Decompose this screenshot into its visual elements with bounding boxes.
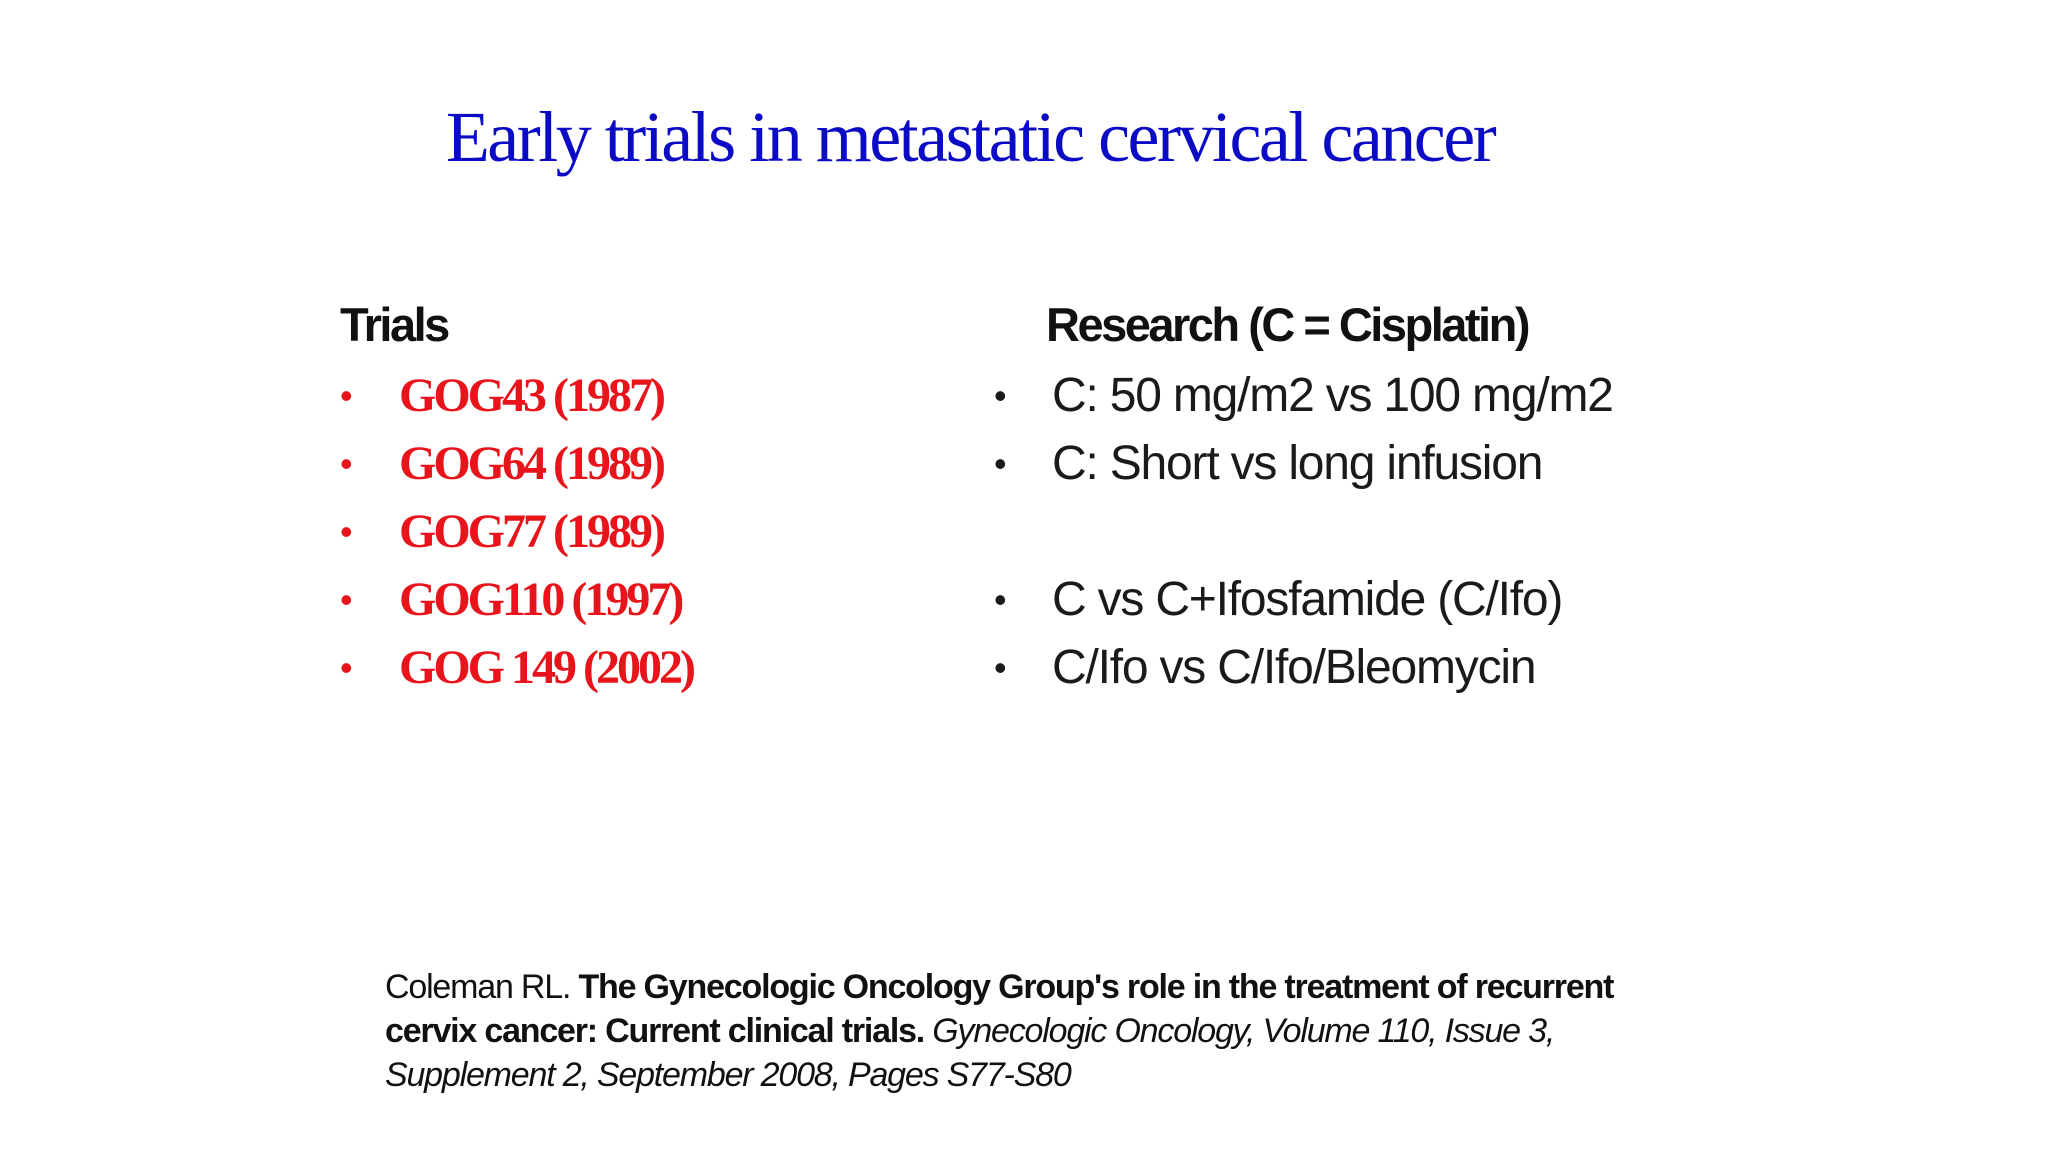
bullet-icon: • — [994, 647, 1007, 688]
citation-author: Coleman RL. — [385, 968, 579, 1006]
trial-item-text: GOG64 (1989) — [399, 437, 666, 490]
trials-header: Trials — [340, 298, 450, 351]
bullet-icon: • — [994, 443, 1007, 484]
bullet-icon: • — [994, 579, 1007, 620]
bullet-icon: • — [340, 579, 353, 620]
citation-article-title: The Gynecologic Oncology Group's role in… — [385, 968, 1614, 1050]
research-item-text: C/Ifo vs C/Ifo/Bleomycin — [1052, 641, 1537, 694]
bullet-icon: • — [340, 647, 353, 688]
trial-item-text: GOG43 (1987) — [399, 369, 666, 422]
bullet-icon: • — [340, 511, 353, 552]
trial-item-text: GOG 149 (2002) — [399, 641, 696, 694]
citation-journal: Gynecologic Oncology, Volume 110, Issue … — [385, 1012, 1555, 1094]
research-header: Research (C = Cisplatin) — [1046, 298, 1530, 351]
research-item-text: C: 50 mg/m2 vs 100 mg/m2 — [1052, 369, 1614, 422]
citation: Coleman RL. The Gynecologic Oncology Gro… — [385, 965, 1645, 1097]
research-item-text: C vs C+Ifosfamide (C/Ifo) — [1052, 573, 1563, 626]
trial-item-text: GOG77 (1989) — [399, 505, 666, 558]
research-item-text: C: Short vs long infusion — [1052, 437, 1543, 490]
slide-title: Early trials in metastatic cervical canc… — [445, 97, 1497, 177]
bullet-icon: • — [340, 375, 353, 416]
bullet-icon: • — [994, 375, 1007, 416]
trial-item-text: GOG110 (1997) — [399, 573, 684, 626]
bullet-icon: • — [340, 443, 353, 484]
